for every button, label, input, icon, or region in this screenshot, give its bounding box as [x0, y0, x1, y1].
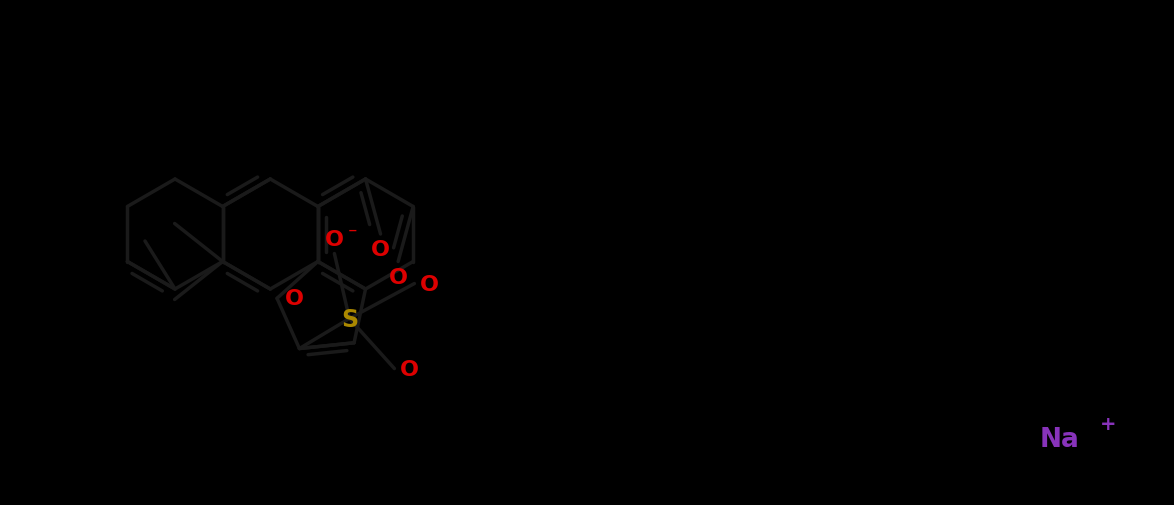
Text: O: O — [419, 274, 438, 294]
Text: ⁻: ⁻ — [348, 225, 357, 243]
Text: S: S — [340, 307, 358, 331]
Text: +: + — [1100, 415, 1116, 434]
Text: O: O — [399, 359, 418, 379]
Text: O: O — [325, 229, 344, 249]
Text: O: O — [285, 289, 304, 309]
Text: O: O — [371, 239, 390, 260]
Text: O: O — [389, 267, 407, 287]
Text: Na: Na — [1040, 426, 1080, 452]
